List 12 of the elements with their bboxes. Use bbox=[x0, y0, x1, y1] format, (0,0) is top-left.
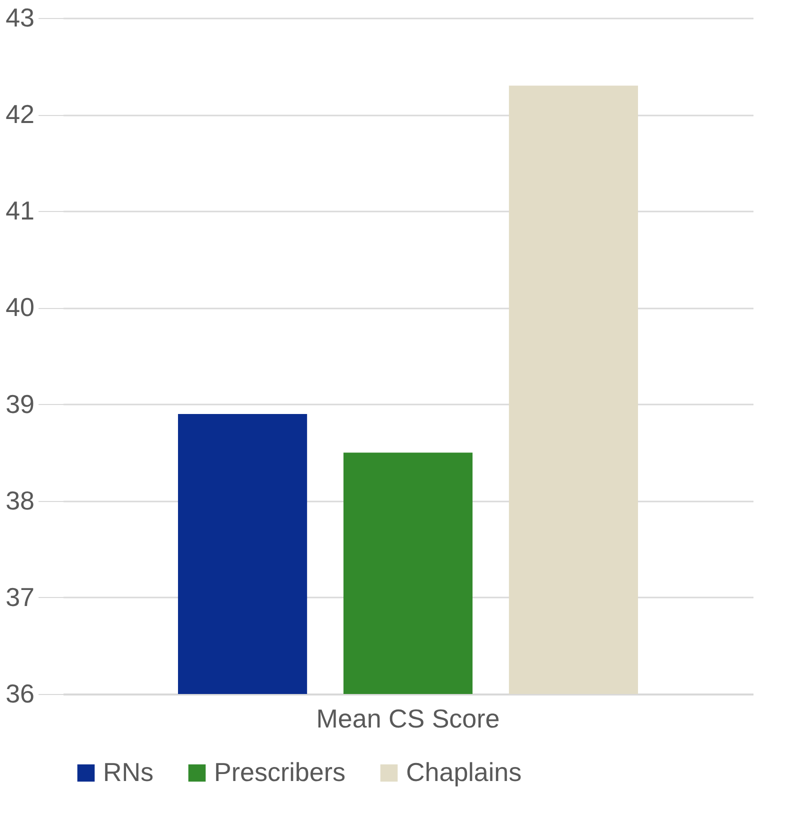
legend-label: RNs bbox=[103, 757, 154, 787]
y-tick-label: 43 bbox=[6, 2, 34, 32]
y-tick-label: 36 bbox=[6, 678, 34, 708]
x-tick-label: Mean CS Score bbox=[316, 704, 500, 734]
y-tick-label: 42 bbox=[6, 99, 34, 130]
y-tick-label: 38 bbox=[6, 485, 34, 516]
legend-label: Chaplains bbox=[406, 757, 522, 787]
y-tick-label: 37 bbox=[6, 582, 34, 612]
y-tick-label: 39 bbox=[6, 388, 34, 419]
y-tick-label: 40 bbox=[6, 292, 34, 322]
legend-label: Prescribers bbox=[214, 757, 346, 787]
y-tick-label: 41 bbox=[6, 196, 34, 226]
